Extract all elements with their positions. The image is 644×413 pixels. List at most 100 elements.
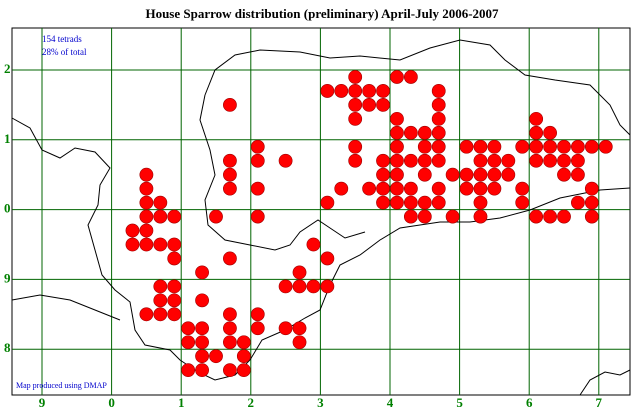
tetrad-dot [529,125,544,140]
boundary-line [204,39,631,136]
boundary-line [11,117,631,381]
tetrad-dot [473,139,488,154]
tetrad-dot [390,167,404,182]
tetrad-dot [390,111,404,126]
tetrad-dot [473,167,488,182]
boundaries [11,39,631,396]
y-grid-label: 1 [4,131,11,146]
tetrad-dot [348,98,363,112]
tetrad-dot [223,153,237,168]
tetrad-dot [209,349,223,364]
tetrad-dot [431,125,446,140]
tetrad-dot [250,153,265,168]
tetrad-dots [125,70,613,378]
tetrad-dot [445,209,460,224]
tetrad-dot [445,167,460,182]
tetrad-dot [223,167,237,182]
tetrad-dot [292,265,307,280]
tetrad-dot [390,139,404,154]
tetrad-dot [348,70,363,84]
tetrad-dot [362,181,377,196]
tetrad-dot [236,349,251,364]
tetrad-dot [250,321,265,336]
tetrad-dot [153,293,168,308]
tetrad-dot [167,293,182,308]
tetrad-dot [515,181,530,196]
tetrad-dot [306,279,321,294]
tetrad-dot [195,335,209,350]
tetrad-dot [487,153,502,168]
tetrad-dot [571,195,585,210]
tetrad-dot [473,153,488,168]
tetrad-dot [403,181,418,196]
tetrad-dot [571,139,585,154]
tetrad-dot [584,195,599,210]
tetrad-dot [139,307,154,322]
tetrad-dot [306,237,321,252]
tetrad-dot [431,195,446,210]
tetrad-dot [376,181,390,196]
tetrad-dot [292,335,307,350]
tetrad-dot [501,167,516,182]
tetrad-share: 28% of total [42,47,87,57]
tetrad-dot [459,139,474,154]
tetrad-dot [167,251,182,266]
tetrad-dot [348,111,363,126]
y-grid-label: 2 [4,61,11,76]
x-grid-label: 2 [248,395,255,410]
tetrad-dot [417,125,432,140]
tetrad-dot [403,153,418,168]
tetrad-dot [334,181,349,196]
tetrad-dot [459,181,474,196]
tetrad-dot [487,181,502,196]
tetrad-dot [431,153,446,168]
tetrad-dot [571,153,585,168]
tetrad-dot [153,209,168,224]
boundary-line [199,94,366,251]
tetrad-dot [557,209,571,224]
tetrad-dot [153,307,168,322]
tetrad-dot [529,139,544,154]
tetrad-dot [167,279,182,294]
y-grid-label: 9 [4,270,11,285]
tetrad-dot [250,307,265,322]
tetrad-dot [278,321,293,336]
tetrad-dot [431,181,446,196]
tetrad-dot [390,125,404,140]
tetrad-dot [209,209,223,224]
tetrad-count: 154 tetrads [42,34,82,44]
tetrad-dot [403,209,418,224]
x-grid-label: 5 [456,395,463,410]
tetrad-dot [529,153,544,168]
tetrad-dot [348,84,363,98]
tetrad-dot [181,321,196,336]
tetrad-dot [403,125,418,140]
tetrad-dot [431,98,446,112]
tetrad-dot [223,335,237,350]
tetrad-dot [584,209,599,224]
tetrad-dot [167,307,182,322]
tetrad-dot [376,153,390,168]
tetrad-dot [362,84,377,98]
tetrad-dot [195,321,209,336]
tetrad-dot [571,167,585,182]
credit: Map produced using DMAP [16,381,107,390]
tetrad-dot [181,363,196,378]
tetrad-dot [557,139,571,154]
tetrad-dot [334,84,349,98]
tetrad-dot [473,181,488,196]
tetrad-dot [320,279,335,294]
tetrad-dot [543,153,557,168]
tetrad-dot [543,139,557,154]
tetrad-dot [529,111,544,126]
tetrad-dot [278,153,293,168]
tetrad-dot [139,181,154,196]
tetrad-dot [153,195,168,210]
x-grid-label: 4 [387,395,394,410]
tetrad-dot [417,195,432,210]
tetrad-dot [292,279,307,294]
tetrad-dot [584,181,599,196]
tetrad-dot [417,153,432,168]
tetrad-dot [139,209,154,224]
